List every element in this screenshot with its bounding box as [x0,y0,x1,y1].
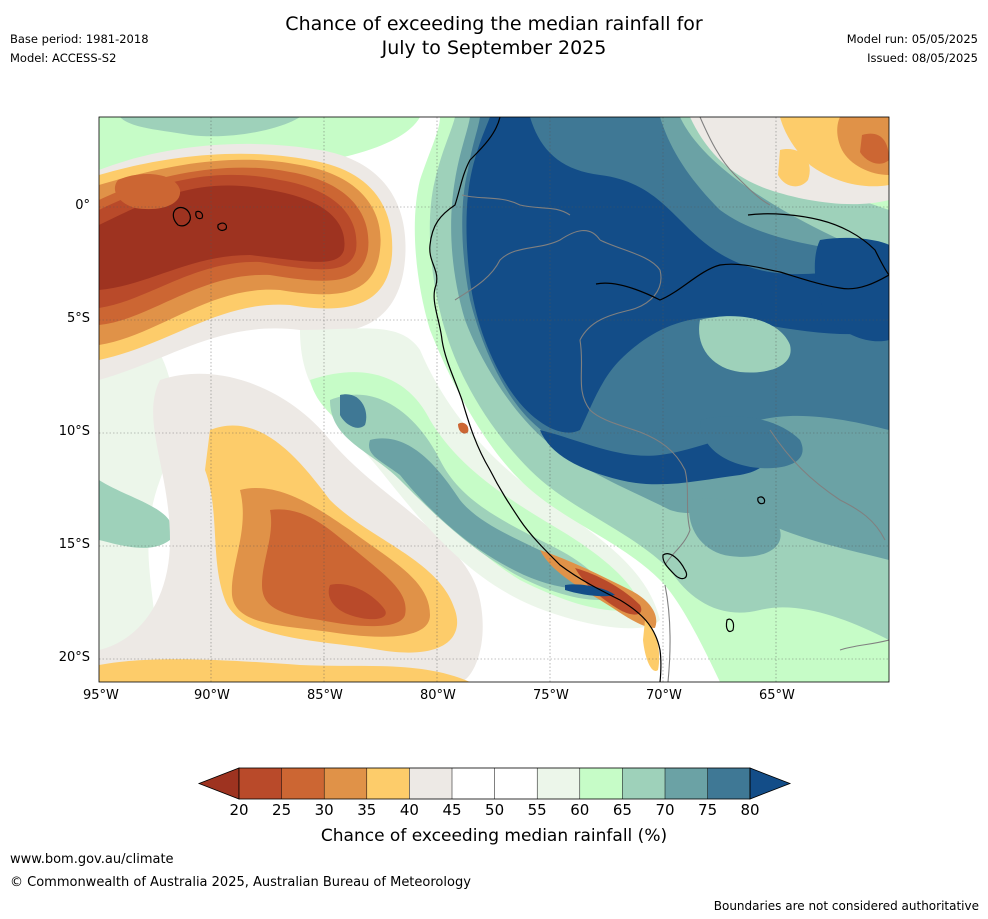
colorbar-dividers [281,768,708,799]
region-85-land [466,117,889,433]
model-name: Model: ACCESS-S2 [10,51,117,65]
salar-1 [757,496,766,505]
lat-label-5s: 5°S [66,311,90,326]
colorbar-swatch-70-75 [665,768,708,799]
border-peru-bolivia [664,529,691,566]
region-40-coastal [643,620,660,671]
border-chile-bolivia [664,584,671,682]
lon-label-90w: 90°W [194,688,230,703]
colorbar-tick-70: 70 [655,801,675,819]
coastline-south-america [429,117,662,682]
galapagos-island-2 [195,210,204,220]
colorbar-arrow-left [197,767,240,800]
region-75-central [369,438,579,588]
region-20-nw [99,185,345,290]
issued-date: Issued: 08/05/2025 [867,51,978,65]
meta-left: Base period: 1981-2018 Model: ACCESS-S2 [10,30,149,68]
copyright-text: © Commonwealth of Australia 2025, Austra… [10,875,471,890]
lon-label-75w: 75°W [533,688,569,703]
lon-label-80w: 80°W [420,688,456,703]
region-30-small-1 [458,422,469,434]
colorbar-tick-25: 25 [272,801,292,819]
region-85-east [814,237,889,342]
colorbar-swatch-25-30 [281,768,325,799]
colorbar-title: Chance of exceeding median rainfall (%) [320,826,668,846]
colorbar-swatch-50-55 [494,768,538,799]
colorbar-tick-50: 50 [485,801,505,819]
region-25-sw [328,584,386,620]
colorbar-tick-35: 35 [357,801,377,819]
rainfall-probability-field [99,117,889,682]
model-run: Model run: 05/05/2025 [846,32,978,46]
region-30-ne [860,133,889,164]
region-70-pocket [699,316,791,373]
colorbar-swatch-45-50 [452,768,495,799]
border-ecuador-peru [454,230,601,301]
region-30-nw-small [114,174,181,210]
boundaries-disclaimer: Boundaries are not considered authoritat… [713,899,979,913]
galapagos-island-1 [172,206,191,227]
title-line-2: July to September 2025 [381,37,607,59]
border-ecuador-colombia [461,194,571,216]
lat-label-20s: 20°S [58,650,90,665]
colorbar-swatch-20-25 [239,768,282,799]
region-80-central [340,394,367,428]
colorbar-swatch-65-70 [622,768,665,799]
colorbar-tick-60: 60 [570,801,590,819]
title-line-1: Chance of exceeding the median rainfall … [285,13,703,35]
colorbar-tick-65: 65 [612,801,632,819]
colorbar-swatch-60-65 [579,768,623,799]
colorbar-tick-40: 40 [399,801,419,819]
lon-label-85w: 85°W [307,688,343,703]
lon-label-70w: 70°W [646,688,682,703]
graticule [99,117,889,682]
colorbar-arrow-right [749,767,792,800]
border-colombia-brazil [699,117,771,206]
map-frame [98,116,890,683]
galapagos-island-3 [217,222,228,231]
colorbar-tick-20: 20 [229,801,249,819]
region-40-south-edge [99,659,470,682]
region-75-se [689,498,781,557]
region-80-lower-land [700,416,803,469]
lon-label-65w: 65°W [759,688,795,703]
colorbar-swatch-40-45 [409,768,452,799]
base-period: Base period: 1981-2018 [10,32,149,46]
colorbar-swatch-35-40 [366,768,410,799]
map-title: Chance of exceeding the median rainfall … [0,12,988,60]
colorbar-swatch-30-35 [324,768,367,799]
river-north [747,213,889,276]
lat-label-0: 0° [75,198,90,213]
region-70-north [120,117,300,137]
website-link[interactable]: www.bom.gov.au/climate [10,852,174,867]
lake-titicaca [662,553,688,580]
region-40-ne-patch [778,149,810,187]
amazon-river [595,263,889,301]
border-bolivia-brazil [769,429,886,541]
colorbar-tick-30: 30 [314,801,334,819]
region-85-coastal-bar [565,584,615,597]
border-peru-colombia [579,239,662,341]
lon-label-95w: 95°W [83,688,119,703]
coastlines [172,117,889,682]
salar-2 [725,618,735,633]
colorbar-tick-45: 45 [442,801,462,819]
border-peru-brazil [579,339,691,531]
meta-right: Model run: 05/05/2025 Issued: 08/05/2025 [847,30,978,68]
colorbar-tick-75: 75 [698,801,718,819]
colorbar [197,767,792,800]
lat-label-10s: 10°S [58,424,90,439]
colorbar-swatch-75-80 [707,768,751,799]
country-borders [454,117,889,682]
region-70-west [99,480,173,548]
lat-label-15s: 15°S [58,537,90,552]
colorbar-swatch-55-60 [537,768,580,799]
border-bolivia-paraguay [839,639,889,651]
colorbar-tick-80: 80 [740,801,760,819]
colorbar-tick-55: 55 [527,801,547,819]
